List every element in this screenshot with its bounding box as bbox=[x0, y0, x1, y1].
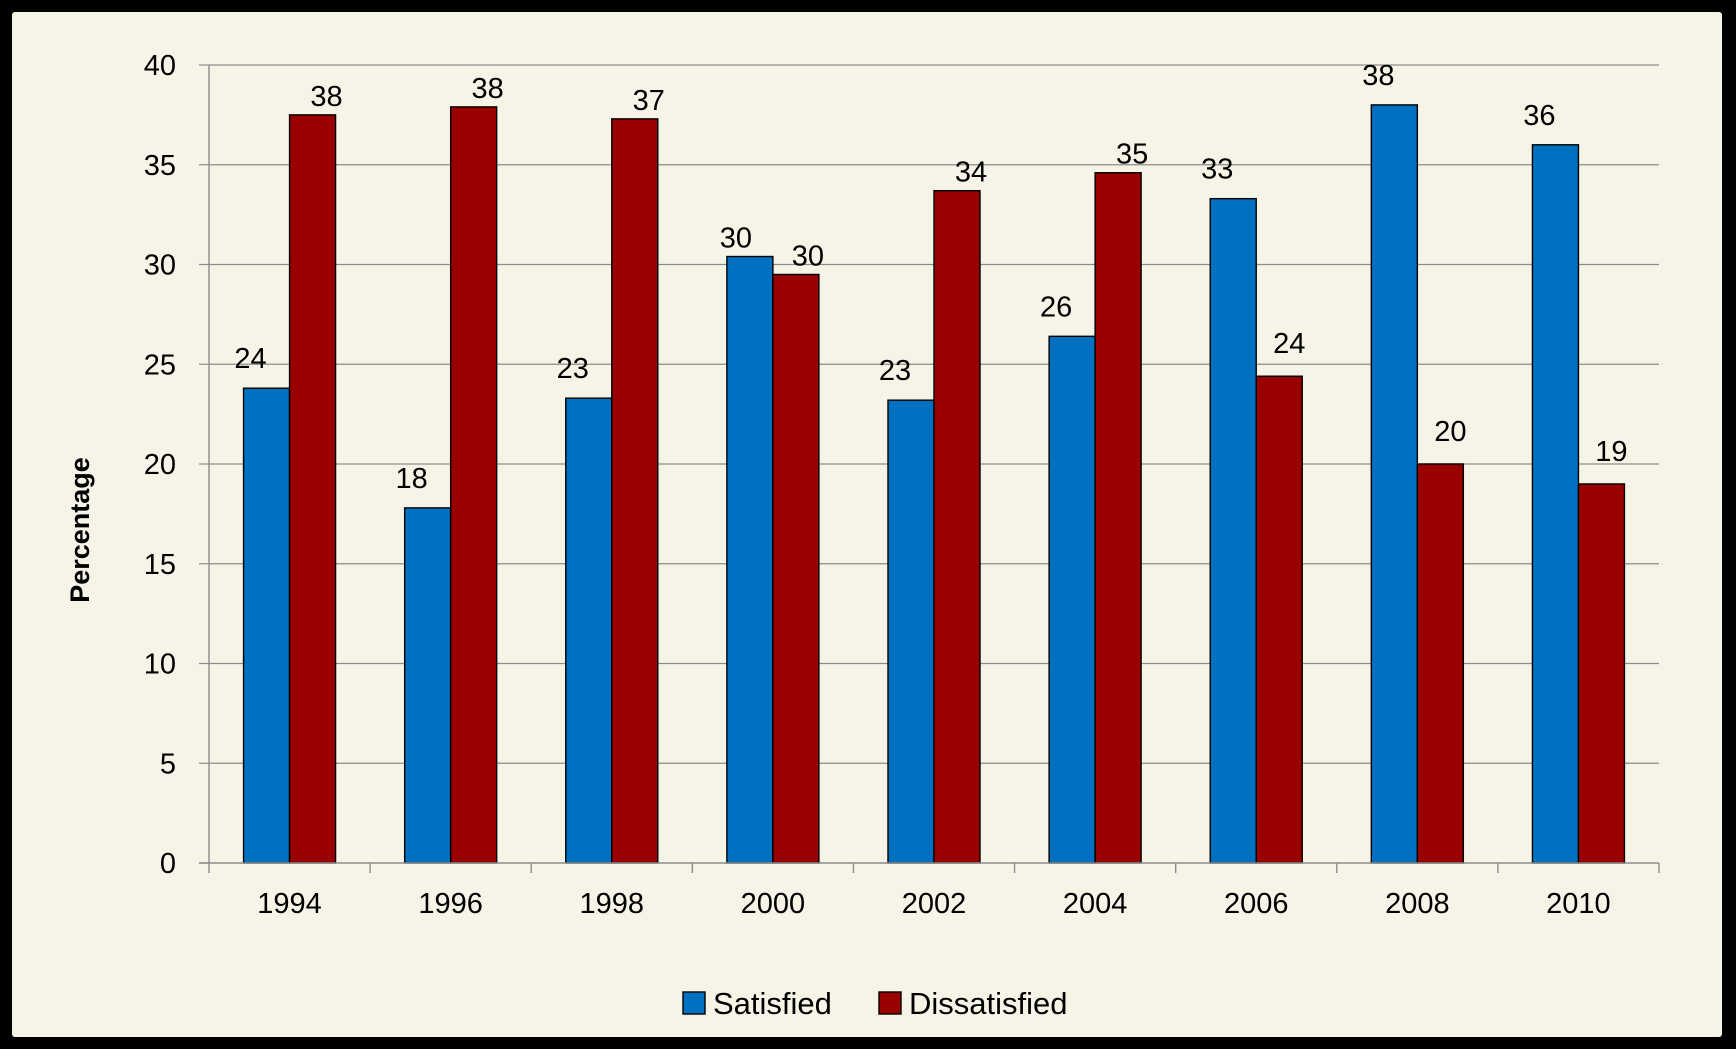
x-tick-label-1994: 1994 bbox=[257, 888, 322, 920]
y-tick-label: 5 bbox=[160, 748, 176, 780]
bar-satisfied-2008 bbox=[1370, 104, 1419, 864]
y-axis-title: Percentage bbox=[65, 457, 95, 603]
bar-satisfied-1996 bbox=[403, 507, 452, 864]
data-label-satisfied-1994: 24 bbox=[234, 343, 266, 375]
data-label-satisfied-2000: 30 bbox=[720, 223, 752, 255]
y-tick-label: 35 bbox=[144, 150, 176, 182]
data-label-satisfied-2004: 26 bbox=[1040, 291, 1072, 323]
data-label-satisfied-2010: 36 bbox=[1523, 100, 1555, 132]
data-label-satisfied-1996: 18 bbox=[396, 463, 428, 495]
bar-dissatisfied-2006 bbox=[1255, 375, 1303, 864]
data-label-satisfied-2002: 23 bbox=[879, 355, 911, 387]
legend-label-satisfied: Satisfied bbox=[713, 986, 832, 1021]
data-label-dissatisfied-1994: 38 bbox=[310, 81, 342, 113]
data-labels: 24 38 18 38 23 37 30 30 23 34 26 35 33 24 38 20 36 19 bbox=[234, 60, 1627, 495]
bar-satisfied-2006 bbox=[1209, 197, 1257, 864]
bar-dissatisfied-2008 bbox=[1416, 463, 1465, 864]
bar-satisfied-1998 bbox=[565, 397, 613, 864]
data-label-satisfied-2006: 33 bbox=[1201, 154, 1233, 186]
data-label-dissatisfied-2002: 34 bbox=[955, 157, 987, 189]
data-label-dissatisfied-1998: 37 bbox=[633, 85, 665, 117]
legend: Satisfied Dissatisfied bbox=[682, 986, 1068, 1021]
x-tick-label-2000: 2000 bbox=[741, 888, 806, 920]
bar-satisfied-2000 bbox=[726, 255, 774, 864]
y-tick-label: 40 bbox=[144, 50, 176, 82]
y-tick-label: 0 bbox=[160, 848, 176, 880]
bars bbox=[242, 104, 1626, 864]
bar-dissatisfied-1996 bbox=[449, 106, 498, 864]
x-tick-label-2008: 2008 bbox=[1385, 888, 1450, 920]
bar-dissatisfied-2002 bbox=[933, 189, 981, 864]
data-label-dissatisfied-1996: 38 bbox=[472, 73, 504, 105]
x-tick-label-2010: 2010 bbox=[1546, 888, 1611, 920]
bar-dissatisfied-2000 bbox=[772, 273, 820, 864]
data-label-dissatisfied-2000: 30 bbox=[792, 240, 824, 272]
bar-satisfied-1994 bbox=[242, 387, 291, 864]
bar-satisfied-2004 bbox=[1048, 335, 1096, 864]
y-tick-label: 25 bbox=[144, 349, 176, 381]
legend-swatch-dissatisfied bbox=[878, 991, 902, 1015]
x-tick-label-1998: 1998 bbox=[580, 888, 645, 920]
legend-swatch-satisfied bbox=[682, 991, 706, 1015]
data-label-satisfied-1998: 23 bbox=[557, 353, 589, 385]
y-tick-label: 30 bbox=[144, 250, 176, 282]
data-label-dissatisfied-2010: 19 bbox=[1595, 436, 1627, 468]
legend-label-dissatisfied: Dissatisfied bbox=[909, 986, 1068, 1021]
data-label-satisfied-2008: 38 bbox=[1362, 60, 1394, 92]
x-tick-label-2006: 2006 bbox=[1224, 888, 1289, 920]
data-label-dissatisfied-2008: 20 bbox=[1434, 416, 1466, 448]
y-tick-label: 10 bbox=[144, 649, 176, 681]
x-tick-label-1996: 1996 bbox=[418, 888, 483, 920]
bar-dissatisfied-2010 bbox=[1577, 483, 1626, 864]
bar-satisfied-2002 bbox=[887, 399, 935, 864]
y-tick-label: 15 bbox=[144, 549, 176, 581]
bar-dissatisfied-2004 bbox=[1094, 172, 1142, 864]
axes: 0 5 10 15 20 25 30 35 40 1994 1996 1998 2000 2002 2004… bbox=[144, 50, 1660, 920]
data-label-dissatisfied-2004: 35 bbox=[1116, 139, 1148, 171]
x-tick-label-2002: 2002 bbox=[902, 888, 967, 920]
data-label-dissatisfied-2006: 24 bbox=[1273, 328, 1305, 360]
bar-dissatisfied-1998 bbox=[611, 118, 659, 864]
bar-dissatisfied-1994 bbox=[288, 114, 337, 864]
y-tick-label: 20 bbox=[144, 449, 176, 481]
x-tick-label-2004: 2004 bbox=[1063, 888, 1128, 920]
bar-satisfied-2010 bbox=[1531, 144, 1580, 864]
